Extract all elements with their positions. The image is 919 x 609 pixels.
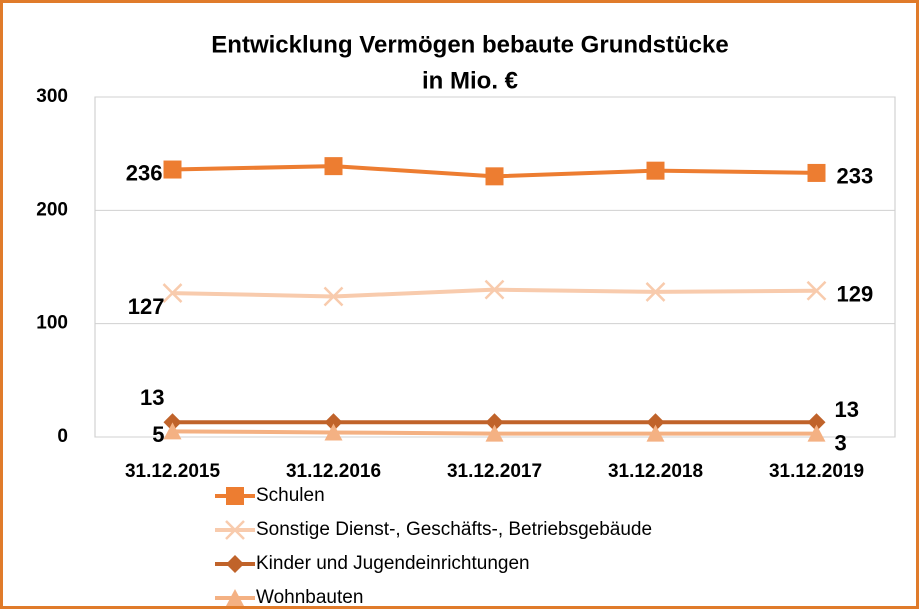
x-tick-label: 31.12.2015	[125, 461, 221, 482]
data-label: 3	[835, 430, 847, 455]
data-label: 127	[128, 294, 165, 319]
x-tick-label: 31.12.2018	[608, 461, 703, 482]
marker	[807, 424, 826, 442]
legend-marker	[226, 589, 244, 606]
data-label: 233	[837, 164, 874, 189]
marker	[806, 280, 827, 301]
data-label: 13	[835, 397, 859, 422]
legend-label: Kinder und Jugendeinrichtungen	[256, 553, 530, 574]
marker	[646, 413, 665, 432]
marker	[324, 157, 343, 176]
y-tick-label: 300	[36, 86, 68, 107]
x-tick-label: 31.12.2017	[447, 461, 542, 482]
marker	[323, 286, 344, 307]
marker	[485, 424, 504, 442]
marker	[163, 160, 182, 179]
marker	[485, 167, 504, 186]
legend-marker	[225, 520, 245, 540]
data-label: 13	[140, 385, 164, 410]
marker	[646, 424, 665, 442]
data-label: 129	[837, 282, 874, 307]
data-label: 5	[152, 422, 164, 447]
legend-label: Wohnbauten	[256, 587, 363, 608]
marker	[163, 413, 182, 432]
marker	[484, 279, 505, 300]
marker	[163, 422, 182, 440]
legend-marker	[226, 555, 244, 573]
marker	[646, 161, 665, 180]
y-tick-label: 0	[57, 426, 68, 447]
chart-title: Entwicklung Vermögen bebaute Grundstücke	[211, 31, 728, 58]
y-tick-label: 200	[36, 199, 68, 220]
x-tick-label: 31.12.2019	[769, 461, 864, 482]
y-tick-label: 100	[36, 313, 68, 334]
x-tick-label: 31.12.2016	[286, 461, 381, 482]
legend-label: Sonstige Dienst-, Geschäfts-, Betriebsge…	[256, 519, 652, 540]
marker	[324, 423, 343, 441]
marker	[645, 282, 666, 302]
marker	[485, 413, 504, 432]
marker	[807, 163, 826, 182]
legend-marker	[226, 487, 244, 505]
legend-label: Schulen	[256, 485, 325, 506]
chart-title: in Mio. €	[422, 67, 518, 94]
marker	[807, 413, 826, 432]
data-label: 236	[126, 160, 163, 185]
marker	[162, 283, 183, 303]
marker	[324, 413, 343, 432]
